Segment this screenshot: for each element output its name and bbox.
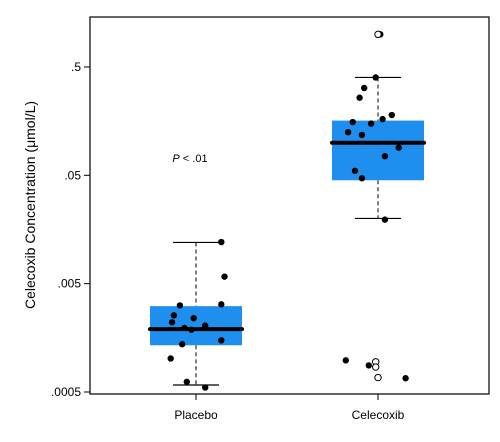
data-point xyxy=(190,314,197,322)
data-point xyxy=(218,238,225,246)
data-point xyxy=(202,322,209,329)
data-point xyxy=(181,324,188,332)
data-point xyxy=(202,384,209,391)
data-point xyxy=(365,362,372,369)
iqr-box xyxy=(332,120,424,181)
data-point xyxy=(183,378,190,386)
data-point xyxy=(381,216,389,223)
y-tick-label: .0005 xyxy=(51,385,81,399)
data-point-open xyxy=(372,363,380,371)
y-axis-title: Celecoxib Concentration (μmol/L) xyxy=(22,101,38,309)
data-point xyxy=(176,302,184,309)
data-point xyxy=(388,111,395,119)
y-tick-label: .005 xyxy=(58,277,82,291)
data-point xyxy=(351,167,359,175)
data-point xyxy=(379,115,386,123)
data-point xyxy=(367,120,375,127)
data-point xyxy=(372,74,379,81)
data-point xyxy=(218,337,225,344)
group-placebo: Placebo xyxy=(148,238,244,422)
group-celecoxib: Celecoxib xyxy=(330,30,426,422)
data-point xyxy=(179,341,186,348)
data-point xyxy=(218,301,225,308)
p-value-annotation: P < .01 xyxy=(172,153,207,165)
plot-frame xyxy=(89,16,490,395)
data-point xyxy=(168,319,176,326)
data-point xyxy=(356,94,363,101)
plot-area: Placebo Celecoxib xyxy=(148,30,426,422)
data-point xyxy=(167,355,174,362)
y-axis: .0005 .005 .05 .5 xyxy=(51,60,90,399)
data-point xyxy=(358,131,366,139)
y-tick-label: .5 xyxy=(71,60,81,74)
x-tick-label: Celecoxib xyxy=(352,408,405,422)
data-point xyxy=(395,144,402,151)
data-point xyxy=(188,326,195,333)
data-point xyxy=(358,175,366,182)
y-tick-label: .05 xyxy=(64,168,81,182)
data-point xyxy=(342,357,349,364)
data-point xyxy=(381,153,389,160)
data-point xyxy=(361,84,368,92)
data-point xyxy=(344,128,352,136)
data-point xyxy=(349,118,356,126)
data-point xyxy=(402,375,409,382)
data-point-open xyxy=(374,373,382,382)
data-point xyxy=(221,273,228,280)
data-point xyxy=(170,312,178,319)
data-point-open xyxy=(374,30,382,39)
iqr-box xyxy=(150,306,242,346)
x-tick-label: Placebo xyxy=(174,408,218,422)
